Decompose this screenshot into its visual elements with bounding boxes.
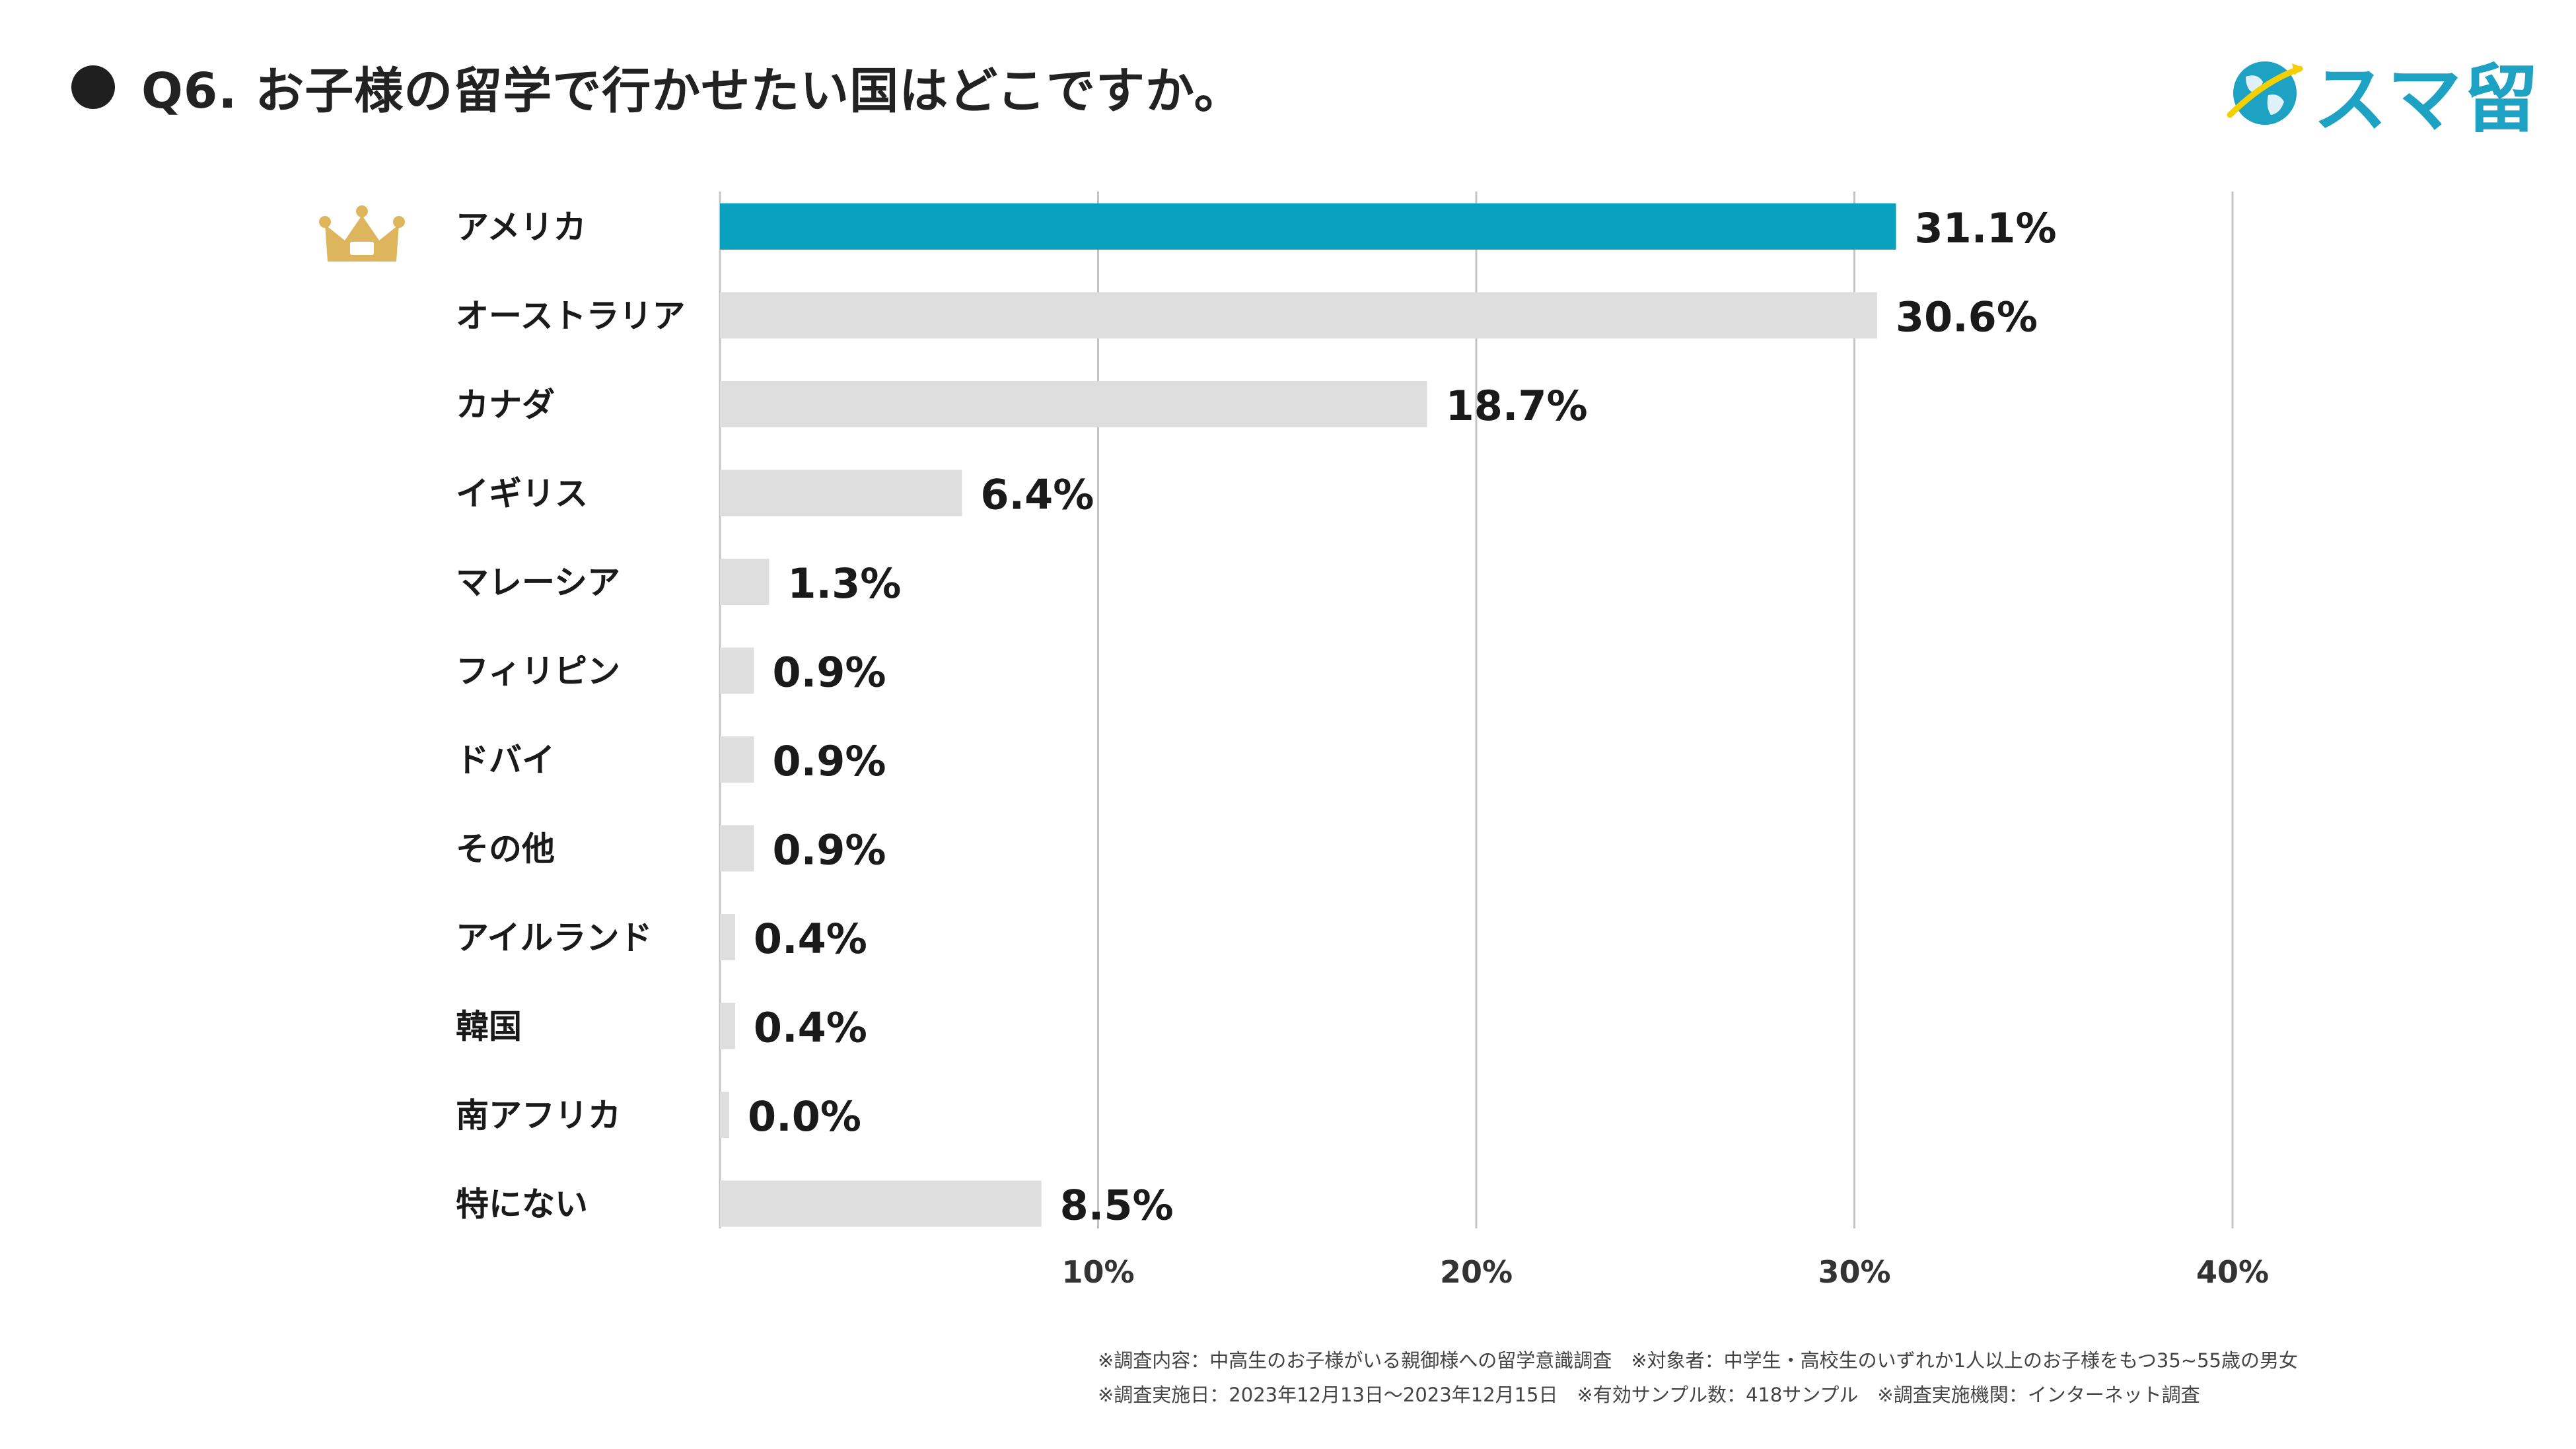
x-tick-labels: 10% 20% 30% 40% [1061,1254,2269,1290]
category-label: アメリカ [456,208,587,246]
bar [720,203,1896,250]
value-label: 31.1% [1914,204,2056,252]
title-block: Q6. お子様の留学で行かせたい国はどこですか。 [71,52,1244,122]
bar [720,381,1427,427]
category-label: 特にない [456,1185,588,1224]
value-label: 8.5% [1060,1182,1174,1230]
value-label: 0.0% [748,1092,861,1141]
category-labels: アメリカオーストラリアカナダイギリスマレーシアフィリピンドバイその他アイルランド… [456,208,686,1224]
category-label: マレーシア [456,563,620,602]
value-label: 0.9% [773,737,886,785]
category-label: 南アフリカ [456,1096,621,1135]
bar [720,736,754,783]
value-label: 18.7% [1446,382,1588,430]
gridlines [719,192,2234,1228]
bar [720,292,1877,339]
bar [720,559,769,605]
category-label: その他 [456,830,555,868]
bar [720,825,754,872]
page-title: Q6. お子様の留学で行かせたい国はどこですか。 [141,63,1244,120]
bar [720,470,962,516]
footnote-line-2: ※調査実施日：2023年12月13日～2023年12月15日 ※有効サンプル数：… [1098,1384,2200,1406]
value-label: 0.4% [754,1004,867,1052]
category-label: アイルランド [456,919,653,957]
x-tick-label: 20% [1440,1254,1513,1290]
brand-logo: スマ留 [2226,40,2541,147]
value-label: 0.9% [773,826,886,874]
value-label: 1.3% [787,559,901,608]
footnotes: ※調査内容：中高生のお子様がいる親御様への留学意識調査 ※対象者：中学生・高校生… [1098,1343,2298,1412]
value-label: 6.4% [980,471,1094,519]
value-label: 0.4% [754,915,867,963]
category-label: 韓国 [456,1008,522,1046]
category-label: カナダ [456,386,555,424]
bar [720,647,754,694]
globe-icon [2227,61,2303,125]
bars [720,203,1896,1227]
footnote-line-1: ※調査内容：中高生のお子様がいる親御様への留学意識調査 ※対象者：中学生・高校生… [1098,1349,2298,1372]
x-tick-label: 40% [2196,1254,2269,1290]
x-tick-label: 10% [1061,1254,1134,1290]
value-label: 30.6% [1896,293,2038,341]
crown-icon [319,205,405,262]
bar [720,914,735,960]
category-label: フィリピン [456,653,620,691]
bullet-dot-icon [71,65,115,109]
category-label: イギリス [456,475,588,513]
logo-wordmark: スマ留 [2313,57,2541,143]
x-tick-label: 30% [1818,1254,1890,1290]
value-label: 0.9% [773,649,886,697]
bar [720,1092,729,1138]
category-label: ドバイ [456,741,555,779]
bar [720,1003,735,1049]
bar [720,1180,1042,1227]
category-label: オーストラリア [456,297,686,336]
value-labels: 31.1% 30.6% 18.7% 6.4% 1.3% 0.9% 0.9% 0.9% 0.4% 0… [748,204,2057,1230]
